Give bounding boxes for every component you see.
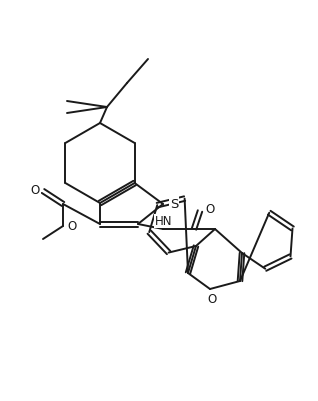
Text: HN: HN xyxy=(155,215,173,228)
Text: O: O xyxy=(31,184,40,197)
Text: S: S xyxy=(170,198,178,211)
Text: O: O xyxy=(205,203,214,216)
Text: O: O xyxy=(207,293,217,306)
Text: O: O xyxy=(67,220,76,233)
